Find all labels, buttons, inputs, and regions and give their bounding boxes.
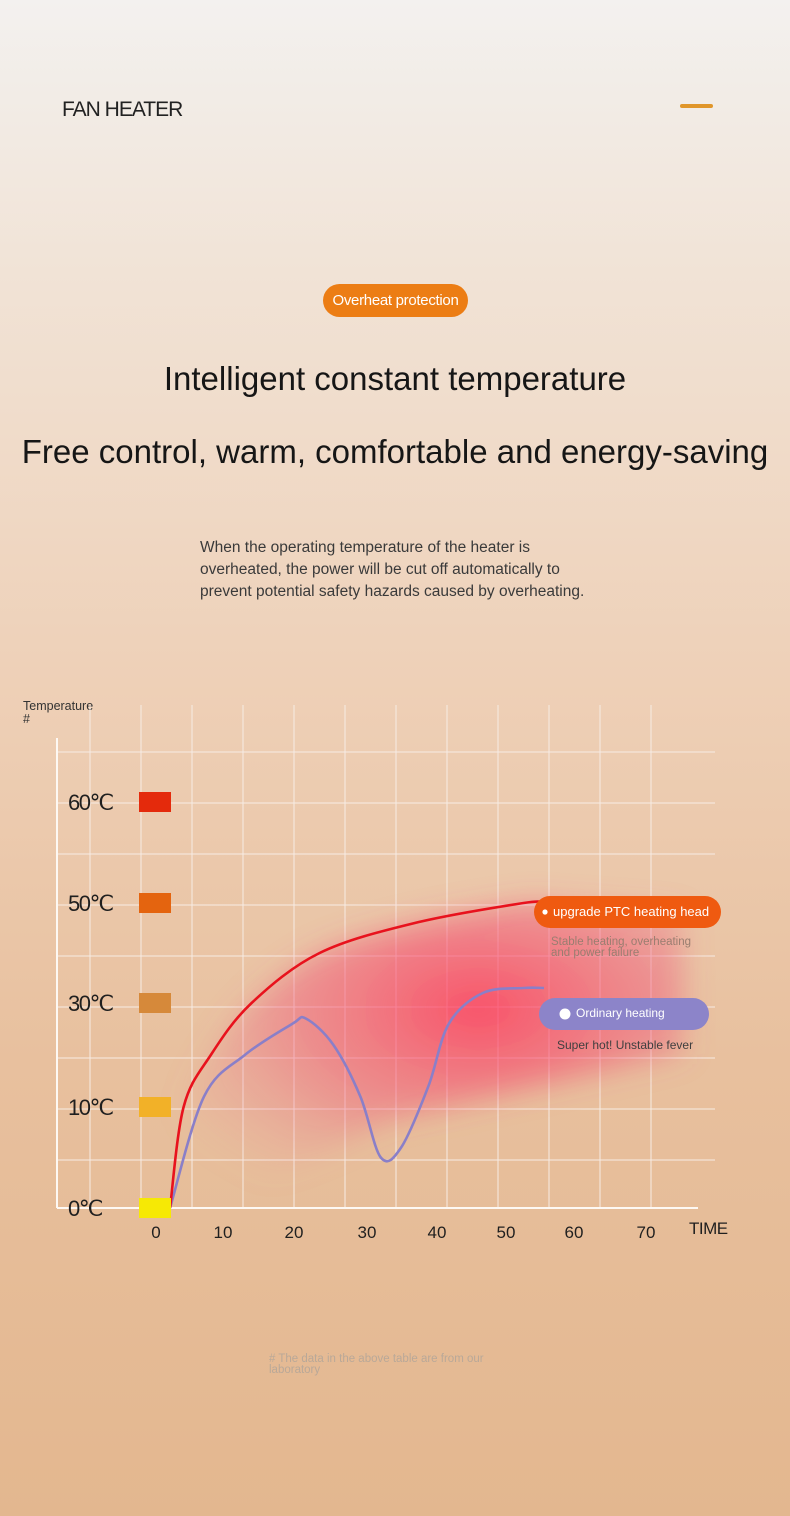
legend-ordinary: Ordinary heating — [539, 998, 709, 1030]
legend-ordinary-pill — [539, 998, 709, 1030]
legend-ptc-note: Stable heating, overheating and power fa… — [551, 936, 694, 959]
y-tick-swatch — [139, 1097, 171, 1117]
series-ordinary-line — [168, 986, 545, 1209]
legend-ptc-pill — [534, 896, 721, 928]
description-text: When the operating temperature of the he… — [200, 539, 585, 600]
legend-ptc: upgrade PTC heating head — [534, 896, 721, 928]
x-tick-label: 40 — [428, 1223, 447, 1242]
y-tick-swatch — [139, 792, 171, 812]
temperature-chart: 60℃ 50℃ 30℃ 10℃ 0℃ 0 10 20 30 40 50 60 70 TIME upgr… — [56, 705, 728, 1242]
legend-ptc-label: upgrade PTC heating head — [553, 904, 709, 919]
series-ptc-line — [168, 900, 545, 1209]
menu-dash-icon[interactable] — [680, 104, 713, 108]
overheat-protection-badge: Overheat protection — [323, 284, 468, 317]
x-tick-label: 20 — [285, 1223, 304, 1242]
brand-title: FAN HEATER — [62, 98, 183, 121]
legend-ordinary-dot-icon — [559, 1008, 571, 1020]
ptc-heat-glow — [170, 901, 684, 1208]
y-tick-swatch — [139, 893, 171, 913]
x-tick-label: 60 — [565, 1223, 584, 1242]
x-tick-label: 10 — [214, 1223, 233, 1242]
y-tick-swatch — [139, 993, 171, 1013]
legend-ordinary-note: Super hot! Unstable fever — [557, 1038, 693, 1052]
chart-x-axis-label: TIME — [689, 1219, 728, 1238]
x-tick-label: 50 — [497, 1223, 516, 1242]
y-tick-label: 0℃ — [68, 1196, 103, 1221]
y-tick-label: 30℃ — [68, 991, 113, 1016]
footnote: # The data in the above table are from o… — [269, 1353, 484, 1376]
y-tick-swatch — [139, 1198, 171, 1218]
y-tick-label: 60℃ — [68, 790, 113, 815]
legend-ordinary-label: Ordinary heating — [576, 1006, 665, 1020]
y-tick-label: 50℃ — [68, 891, 113, 916]
subheadline: Free control, warm, comfortable and ener… — [21, 433, 769, 470]
x-tick-label: 70 — [637, 1223, 656, 1242]
y-tick-label: 10℃ — [68, 1095, 113, 1120]
x-tick-label: 30 — [358, 1223, 377, 1242]
headline: Intelligent constant temperature — [163, 360, 627, 397]
legend-ptc-dot-icon — [542, 909, 548, 915]
x-tick-label: 0 — [151, 1223, 160, 1242]
chart-y-axis-label: Temperature # — [23, 699, 94, 726]
